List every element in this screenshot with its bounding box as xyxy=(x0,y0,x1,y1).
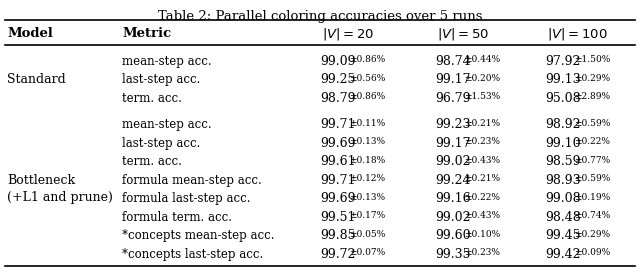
Text: ±0.10%: ±0.10% xyxy=(464,230,500,239)
Text: last-step acc.: last-step acc. xyxy=(122,137,200,150)
Text: 99.02: 99.02 xyxy=(435,155,470,168)
Text: ±1.50%: ±1.50% xyxy=(574,55,611,64)
Text: ±0.44%: ±0.44% xyxy=(464,55,500,64)
Text: 99.60: 99.60 xyxy=(435,229,470,242)
Text: ±0.43%: ±0.43% xyxy=(464,211,500,220)
Text: ±0.20%: ±0.20% xyxy=(464,74,500,83)
Text: Standard: Standard xyxy=(7,73,66,86)
Text: ±0.07%: ±0.07% xyxy=(349,248,385,257)
Text: 99.69: 99.69 xyxy=(320,192,355,205)
Text: 99.51: 99.51 xyxy=(320,211,355,224)
Text: 99.24: 99.24 xyxy=(435,174,470,187)
Text: ±0.21%: ±0.21% xyxy=(464,174,500,183)
Text: ±0.29%: ±0.29% xyxy=(574,230,610,239)
Text: 99.10: 99.10 xyxy=(545,137,580,150)
Text: ±0.17%: ±0.17% xyxy=(349,211,385,220)
Text: ±0.13%: ±0.13% xyxy=(349,137,385,146)
Text: $|V| = 50$: $|V| = 50$ xyxy=(437,26,489,41)
Text: ±0.77%: ±0.77% xyxy=(574,156,611,165)
Text: ±0.09%: ±0.09% xyxy=(574,248,611,257)
Text: mean-step acc.: mean-step acc. xyxy=(122,118,212,131)
Text: last-step acc.: last-step acc. xyxy=(122,73,200,86)
Text: 99.25: 99.25 xyxy=(320,73,355,86)
Text: 98.93: 98.93 xyxy=(545,174,580,187)
Text: 99.23: 99.23 xyxy=(435,118,470,131)
Text: 95.08: 95.08 xyxy=(545,92,580,105)
Text: ±0.13%: ±0.13% xyxy=(349,193,385,202)
Text: 98.74: 98.74 xyxy=(435,55,470,68)
Text: $|V| = 100$: $|V| = 100$ xyxy=(547,26,607,41)
Text: Model: Model xyxy=(7,27,53,40)
Text: Table 2: Parallel coloring accuracies over 5 runs: Table 2: Parallel coloring accuracies ov… xyxy=(157,10,483,23)
Text: ±0.74%: ±0.74% xyxy=(574,211,611,220)
Text: term. acc.: term. acc. xyxy=(122,155,182,168)
Text: formula term. acc.: formula term. acc. xyxy=(122,211,232,224)
Text: 99.17: 99.17 xyxy=(435,73,470,86)
Text: 99.16: 99.16 xyxy=(435,192,470,205)
Text: Bottleneck
(+L1 and prune): Bottleneck (+L1 and prune) xyxy=(7,175,113,205)
Text: 99.69: 99.69 xyxy=(320,137,355,150)
Text: 99.35: 99.35 xyxy=(435,248,470,261)
Text: 99.08: 99.08 xyxy=(545,192,580,205)
Text: ±0.43%: ±0.43% xyxy=(464,156,500,165)
Text: ±0.18%: ±0.18% xyxy=(349,156,385,165)
Text: ±2.89%: ±2.89% xyxy=(574,92,610,101)
Text: ±0.22%: ±0.22% xyxy=(464,193,500,202)
Text: ±0.86%: ±0.86% xyxy=(349,55,385,64)
Text: 99.72: 99.72 xyxy=(320,248,355,261)
Text: 97.92: 97.92 xyxy=(545,55,580,68)
Text: ±0.86%: ±0.86% xyxy=(349,92,385,101)
Text: ±0.23%: ±0.23% xyxy=(464,137,500,146)
Text: 99.71: 99.71 xyxy=(320,118,355,131)
Text: *concepts last-step acc.: *concepts last-step acc. xyxy=(122,248,263,261)
Text: formula mean-step acc.: formula mean-step acc. xyxy=(122,174,262,187)
Text: mean-step acc.: mean-step acc. xyxy=(122,55,212,68)
Text: 96.79: 96.79 xyxy=(435,92,470,105)
Text: 99.45: 99.45 xyxy=(545,229,580,242)
Text: 98.79: 98.79 xyxy=(320,92,355,105)
Text: $|V| = 20$: $|V| = 20$ xyxy=(322,26,374,41)
Text: ±0.21%: ±0.21% xyxy=(464,119,500,128)
Text: 99.61: 99.61 xyxy=(320,155,356,168)
Text: 99.71: 99.71 xyxy=(320,174,355,187)
Text: 98.92: 98.92 xyxy=(545,118,580,131)
Text: *concepts mean-step acc.: *concepts mean-step acc. xyxy=(122,229,275,242)
Text: ±0.59%: ±0.59% xyxy=(574,174,611,183)
Text: ±0.56%: ±0.56% xyxy=(349,74,385,83)
Text: 98.48: 98.48 xyxy=(545,211,580,224)
Text: ±0.12%: ±0.12% xyxy=(349,174,385,183)
Text: 99.17: 99.17 xyxy=(435,137,470,150)
Text: 99.02: 99.02 xyxy=(435,211,470,224)
Text: 99.09: 99.09 xyxy=(320,55,355,68)
Text: ±0.22%: ±0.22% xyxy=(574,137,610,146)
Text: ±0.11%: ±0.11% xyxy=(349,119,385,128)
Text: Metric: Metric xyxy=(122,27,171,40)
Text: ±0.05%: ±0.05% xyxy=(349,230,385,239)
Text: 99.13: 99.13 xyxy=(545,73,580,86)
Text: ±1.53%: ±1.53% xyxy=(464,92,500,101)
Text: 99.42: 99.42 xyxy=(545,248,580,261)
Text: formula last-step acc.: formula last-step acc. xyxy=(122,192,250,205)
Text: term. acc.: term. acc. xyxy=(122,92,182,105)
Text: ±0.19%: ±0.19% xyxy=(574,193,611,202)
Text: 99.85: 99.85 xyxy=(320,229,355,242)
Text: ±0.29%: ±0.29% xyxy=(574,74,610,83)
Text: ±0.59%: ±0.59% xyxy=(574,119,611,128)
Text: ±0.23%: ±0.23% xyxy=(464,248,500,257)
Text: 98.59: 98.59 xyxy=(545,155,580,168)
